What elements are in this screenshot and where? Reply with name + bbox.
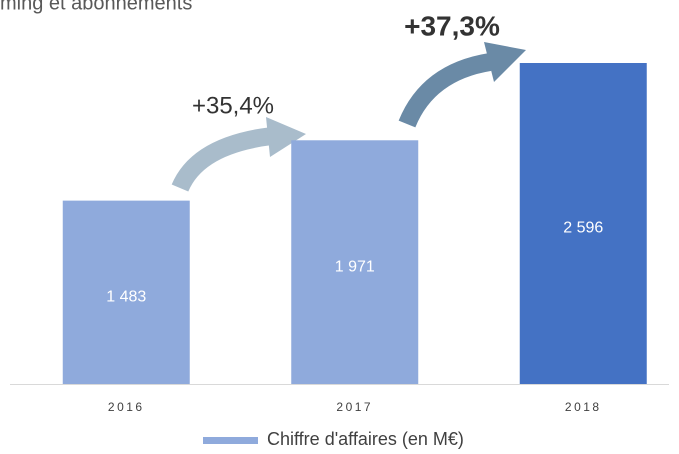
growth-annotation: +35,4% <box>192 92 274 119</box>
bar <box>291 140 419 384</box>
bar <box>62 200 190 384</box>
bar-value-label: 2 596 <box>563 220 603 237</box>
legend-label: Chiffre d'affaires (en M€) <box>267 429 464 449</box>
x-tick-label: 2017 <box>336 400 373 414</box>
legend-swatch <box>203 437 258 444</box>
growth-arrow <box>171 127 274 192</box>
bar-value-label: 1 971 <box>335 258 375 275</box>
bar <box>519 63 647 384</box>
growth-arrow <box>398 53 492 128</box>
bar-value-label: 1 483 <box>106 289 146 306</box>
growth-arrow-head <box>484 42 526 82</box>
growth-annotation: +37,3% <box>404 10 500 41</box>
growth-arrow-head <box>266 117 306 157</box>
chart-title: ming et abonnements <box>0 0 192 14</box>
x-tick-label: 2018 <box>565 400 602 414</box>
x-tick-label: 2016 <box>108 400 145 414</box>
